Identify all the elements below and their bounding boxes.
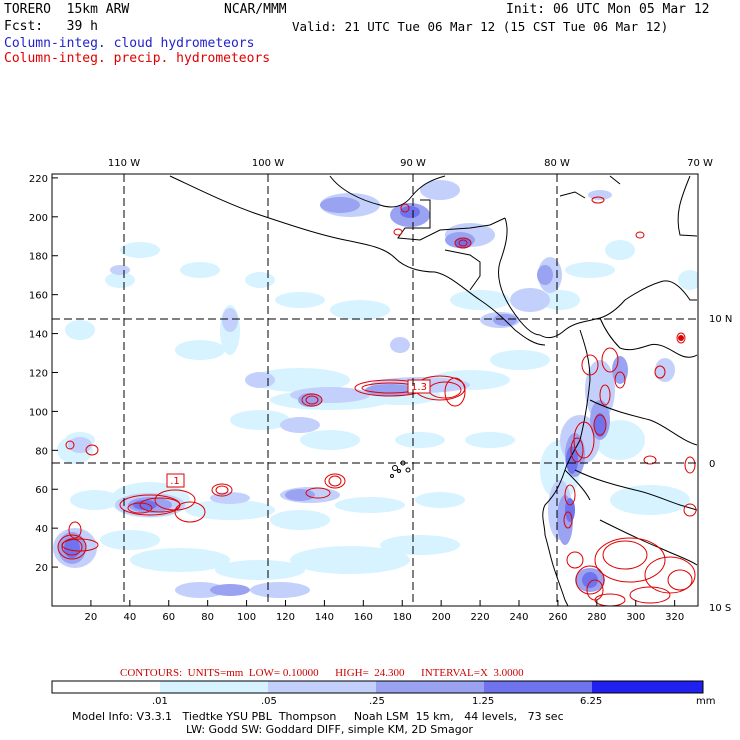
x-tick-label: 140: [315, 612, 334, 623]
lon-label: 90 W: [400, 158, 426, 169]
x-tick-label: 80: [201, 612, 214, 623]
lon-label: 80 W: [544, 158, 570, 169]
lon-label: 70 W: [687, 158, 713, 169]
cloud-shading: [53, 180, 698, 598]
x-tick-label: 240: [509, 612, 528, 623]
colorbar: [51, 680, 704, 694]
x-tick-label: 40: [123, 612, 136, 623]
x-tick-label: 60: [162, 612, 175, 623]
y-tick-label: 20: [35, 563, 48, 574]
colorbar-label: .05: [261, 696, 277, 707]
x-axis: 20 40 60 80 100 120 140 160 180 200 220 240 260 280 30…: [85, 600, 684, 623]
colorbar-label: 1.25: [472, 696, 495, 707]
y-tick-label: 180: [29, 252, 48, 263]
contour-label: 1.3: [411, 382, 427, 393]
x-tick-label: 200: [432, 612, 451, 623]
lat-label: 10 N: [709, 314, 732, 325]
y-tick-label: 60: [35, 485, 48, 496]
lat-label: 10 S: [709, 603, 731, 614]
coastlines: [169, 175, 698, 606]
y-tick-label: 80: [35, 446, 48, 457]
y-tick-label: 160: [29, 291, 48, 302]
colorbar-label: 6.25: [580, 696, 603, 707]
valid-time: Valid: 21 UTC Tue 06 Mar 12 (15 CST Tue …: [292, 19, 669, 34]
lon-label: 110 W: [108, 158, 140, 169]
y-tick-label: 200: [29, 213, 48, 224]
x-tick-label: 180: [393, 612, 412, 623]
colorbar-units: mm: [696, 696, 716, 707]
init-time: Init: 06 UTC Mon 05 Mar 12: [506, 2, 710, 17]
colorbar-label: .25: [369, 696, 385, 707]
forecast-hour: Fcst: 39 h: [4, 19, 98, 34]
contour-info: CONTOURS: UNITS=mm LOW= 0.10000 HIGH= 24…: [120, 667, 524, 679]
colorbar-label: .01: [152, 696, 168, 707]
x-tick-label: 120: [276, 612, 295, 623]
organization: NCAR/MMM: [224, 2, 287, 17]
plot-frame: [51, 173, 699, 607]
contour-label: .1: [170, 476, 180, 487]
x-tick-label: 260: [548, 612, 567, 623]
model-name: TORERO 15km ARW: [4, 2, 130, 17]
contour-label-box: [166, 473, 185, 488]
x-tick-label: 20: [85, 612, 98, 623]
latlon-grid: [52, 174, 698, 606]
x-tick-label: 320: [665, 612, 684, 623]
precip-field-label: Column-integ. precip. hydrometeors: [4, 51, 271, 66]
y-axis: 20 40 60 80 100 120 140 160 180 200 220: [29, 174, 58, 574]
x-tick-label: 160: [354, 612, 373, 623]
model-info-line2: LW: Godd SW: Goddard DIFF, simple KM, 2D…: [186, 723, 473, 736]
x-tick-label: 300: [626, 612, 645, 623]
precip-max-dot: [678, 335, 684, 341]
lat-label: 0: [709, 459, 715, 470]
cloud-field-label: Column-integ. cloud hydrometeors: [4, 36, 255, 51]
y-tick-label: 100: [29, 407, 48, 418]
y-tick-label: 40: [35, 524, 48, 535]
lon-label: 100 W: [252, 158, 284, 169]
y-tick-label: 140: [29, 330, 48, 341]
model-info-line1: Model Info: V3.3.1 Tiedtke YSU PBL Thomp…: [72, 710, 564, 723]
x-tick-label: 280: [587, 612, 606, 623]
y-tick-label: 120: [29, 368, 48, 379]
y-tick-label: 220: [29, 174, 48, 185]
x-tick-label: 220: [471, 612, 490, 623]
x-tick-label: 100: [237, 612, 256, 623]
